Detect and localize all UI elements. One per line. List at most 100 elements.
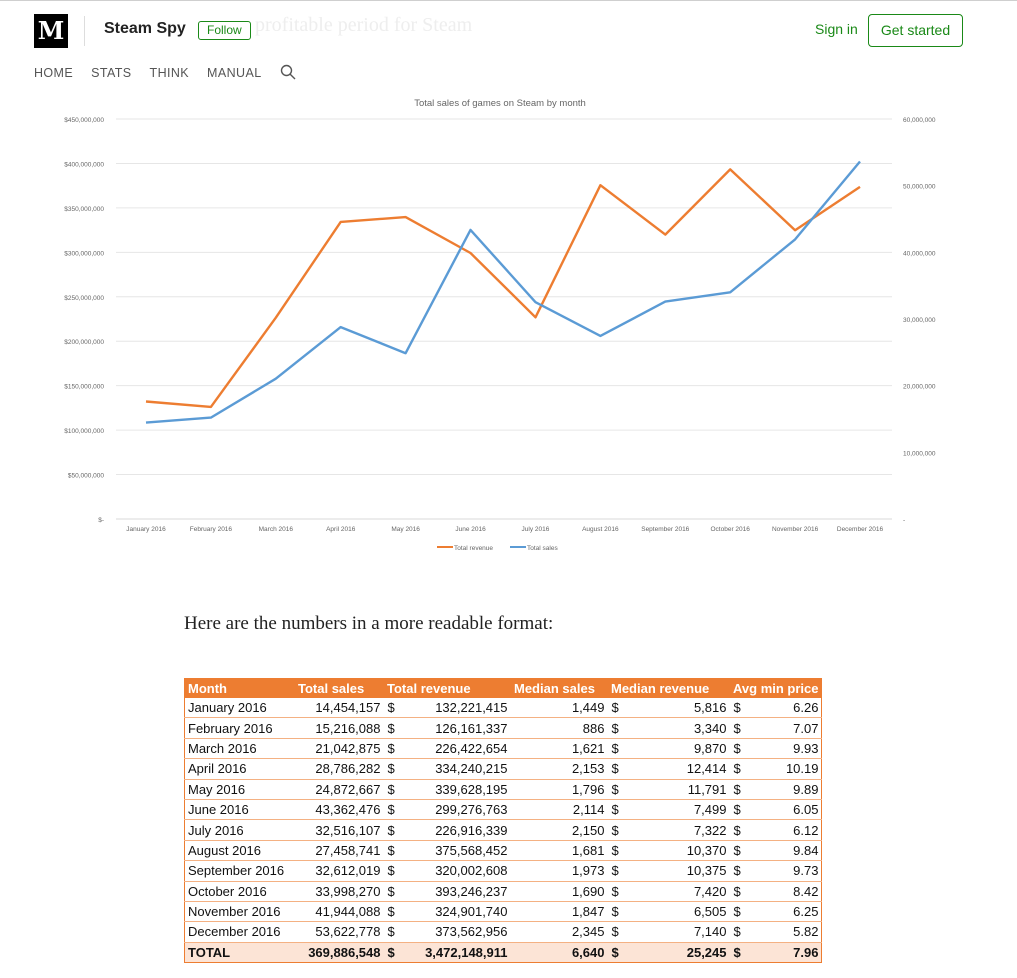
cell-median-sales: 2,114: [510, 798, 608, 821]
cell-median-revenue: 7,499: [628, 798, 730, 821]
x-tick-label: July 2016: [522, 526, 550, 533]
cell-currency: $: [383, 819, 405, 841]
publication-name[interactable]: Steam Spy: [104, 20, 186, 37]
cell-currency: $: [607, 839, 629, 862]
cell-median-sales: 1,681: [510, 839, 608, 862]
cell-currency: $: [729, 880, 754, 902]
cell-median-revenue: 7,322: [628, 819, 730, 841]
cell-total-revenue: 320,002,608: [404, 860, 511, 882]
cell-median-sales: 1,847: [510, 900, 608, 923]
y-right-tick-label: -: [903, 517, 905, 524]
col-header-total-revenue: Total revenue: [383, 678, 511, 698]
cell-month: September 2016: [184, 860, 295, 882]
cell-avg-min-price: 6.25: [753, 900, 823, 923]
cell-total-sales: 33,998,270: [294, 880, 384, 902]
cell-median-revenue: 3,340: [628, 717, 730, 739]
cell-avg-min-price: 9.93: [753, 737, 823, 760]
cell-currency: $: [607, 900, 629, 923]
cell-median-sales: 2,150: [510, 819, 608, 841]
nav-item-stats[interactable]: STATS: [91, 66, 132, 80]
cell-total-revenue: 324,901,740: [404, 900, 511, 923]
cell-total-sales: 21,042,875: [294, 737, 384, 760]
cell-median-sales: 2,345: [510, 921, 608, 943]
cell-month: August 2016: [184, 839, 295, 862]
cell-median-sales: 1,796: [510, 778, 608, 800]
x-tick-label: June 2016: [455, 526, 486, 533]
cell-currency: $: [729, 737, 754, 760]
stats-table: Month Total sales Total revenue Median s…: [184, 678, 823, 964]
cell-total-sales: 15,216,088: [294, 717, 384, 739]
cell-currency: $: [383, 696, 405, 719]
article-paragraph: Here are the numbers in a more readable …: [184, 613, 554, 634]
cell-currency: $: [729, 900, 754, 923]
cell-currency: $: [729, 860, 754, 882]
x-tick-label: May 2016: [391, 526, 420, 533]
cell-currency: $: [383, 860, 405, 882]
cell-currency: $: [729, 717, 754, 739]
cell-median-revenue: 10,375: [628, 860, 730, 882]
cell-median-sales: 1,973: [510, 860, 608, 882]
cell-median-sales: 6,640: [510, 941, 608, 964]
sign-in-link[interactable]: Sign in: [815, 21, 858, 37]
cell-currency: $: [607, 860, 629, 882]
nav-item-think[interactable]: THINK: [149, 66, 190, 80]
cell-total-revenue: 226,422,654: [404, 737, 511, 760]
nav-item-home[interactable]: HOME: [34, 66, 74, 80]
cell-avg-min-price: 9.73: [753, 860, 823, 882]
table-body: January 2016 14,454,157 $132,221,415 1,449 $…: [184, 696, 823, 964]
cell-median-revenue: 9,870: [628, 737, 730, 760]
y-left-tick-label: $300,000,000: [64, 250, 104, 257]
cell-month: TOTAL: [184, 941, 295, 964]
cell-median-revenue: 7,420: [628, 880, 730, 902]
cell-median-revenue: 25,245: [628, 941, 730, 964]
x-tick-label: November 2016: [772, 526, 819, 533]
medium-logo[interactable]: M: [34, 14, 68, 48]
cell-currency: $: [383, 880, 405, 902]
cell-currency: $: [729, 778, 754, 800]
cell-total-sales: 27,458,741: [294, 839, 384, 862]
col-header-median-revenue: Median revenue: [607, 678, 730, 698]
cell-currency: $: [607, 737, 629, 760]
table-row: October 2016 33,998,270 $393,246,237 1,690 $…: [184, 880, 823, 902]
cell-median-revenue: 10,370: [628, 839, 730, 862]
cell-currency: $: [383, 941, 405, 964]
cell-median-revenue: 12,414: [628, 758, 730, 780]
cell-median-sales: 886: [510, 717, 608, 739]
cell-avg-min-price: 9.84: [753, 839, 823, 862]
cell-currency: $: [729, 819, 754, 841]
cell-month: January 2016: [184, 696, 295, 719]
sales-line-chart: Total sales of games on Steam by month $-…: [64, 98, 936, 552]
table-row: July 2016 32,516,107 $226,916,339 2,150 $7,3…: [184, 819, 823, 841]
follow-button[interactable]: Follow: [198, 21, 251, 40]
cell-currency: $: [607, 758, 629, 780]
cell-total-sales: 32,516,107: [294, 819, 384, 841]
y-left-tick-label: $50,000,000: [68, 473, 105, 480]
cell-total-revenue: 226,916,339: [404, 819, 511, 841]
cell-month: November 2016: [184, 900, 295, 923]
x-tick-label: October 2016: [710, 526, 750, 533]
table-row: August 2016 27,458,741 $375,568,452 1,681 $1…: [184, 839, 823, 862]
cell-currency: $: [729, 839, 754, 862]
col-header-month: Month: [184, 678, 295, 698]
cell-currency: $: [729, 941, 754, 964]
cell-month: May 2016: [184, 778, 295, 800]
table-row: December 2016 53,622,778 $373,562,956 2,345…: [184, 921, 823, 943]
cell-month: October 2016: [184, 880, 295, 902]
col-header-total-sales: Total sales: [294, 678, 384, 698]
nav-item-manual[interactable]: MANUAL: [207, 66, 262, 80]
x-tick-label: April 2016: [326, 526, 356, 533]
y-right-tick-label: 30,000,000: [903, 317, 936, 324]
table-row: June 2016 43,362,476 $299,276,763 2,114 $7,4…: [184, 798, 823, 821]
y-right-tick-label: 20,000,000: [903, 384, 936, 391]
y-right-tick-label: 60,000,000: [903, 117, 936, 124]
stats-table-image: Month Total sales Total revenue Median s…: [184, 678, 823, 964]
search-icon[interactable]: [280, 64, 296, 80]
get-started-button[interactable]: Get started: [868, 14, 963, 47]
cell-avg-min-price: 8.42: [753, 880, 823, 902]
table-row: February 2016 15,216,088 $126,161,337 886 $3…: [184, 717, 823, 739]
cell-median-revenue: 7,140: [628, 921, 730, 943]
y-left-tick-label: $400,000,000: [64, 161, 104, 168]
cell-currency: $: [607, 798, 629, 821]
cell-total-sales: 369,886,548: [294, 941, 384, 964]
x-tick-label: December 2016: [837, 526, 884, 533]
